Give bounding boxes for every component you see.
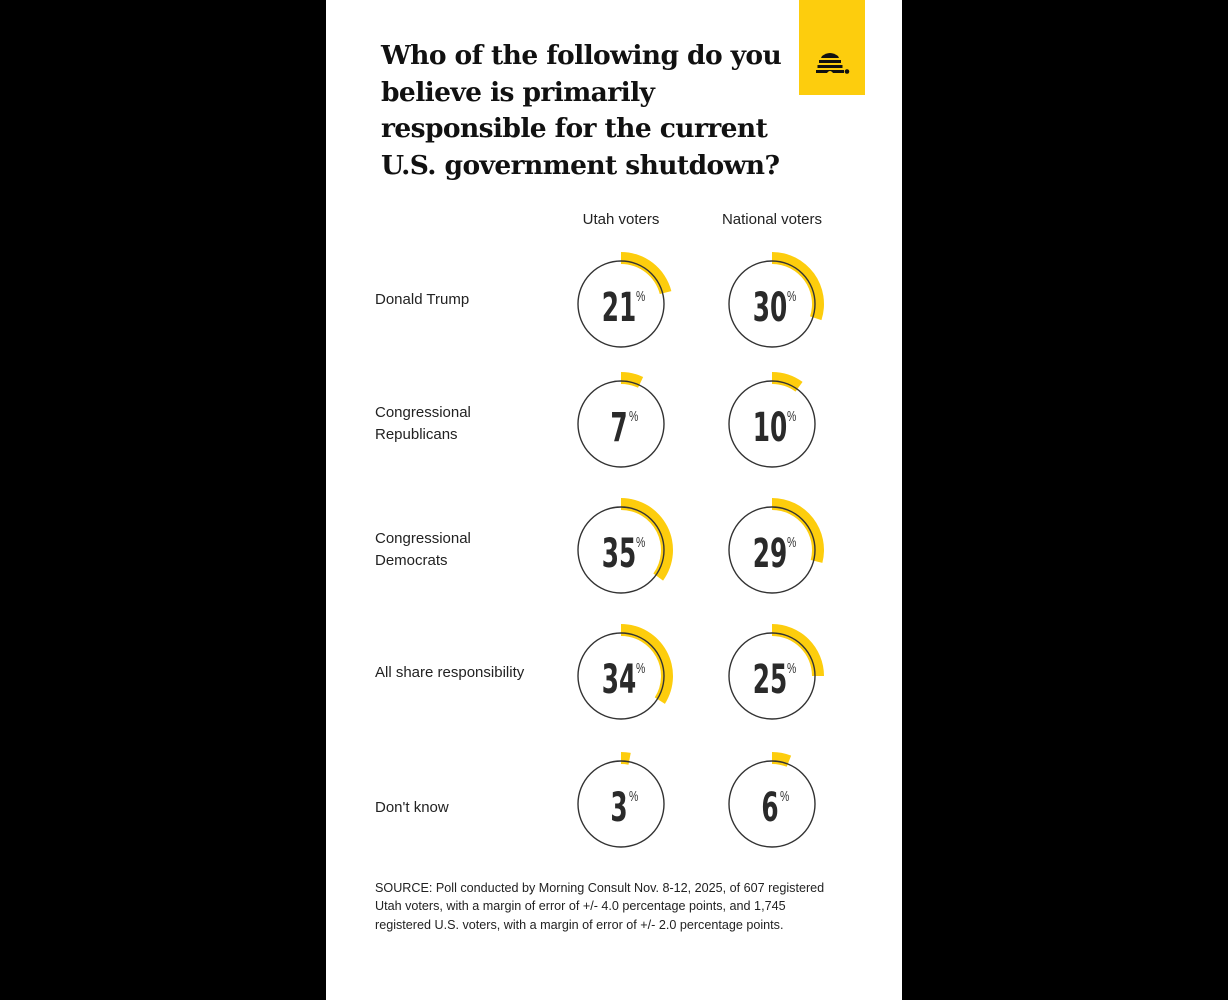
column-header-national: National voters — [721, 211, 823, 228]
ring-outline — [728, 506, 816, 594]
percent-sign: % — [787, 533, 797, 550]
row-label-congressional-republicans: Congressional Republicans — [375, 404, 471, 443]
ring-outline — [728, 260, 816, 348]
column-header-utah: Utah voters — [582, 211, 660, 228]
beehive-icon — [816, 53, 850, 74]
percent-sign: % — [787, 407, 797, 424]
progress-arc — [772, 624, 824, 676]
percent-value: 10 — [753, 404, 788, 451]
percent-value: 25 — [753, 656, 788, 703]
ring-outline — [728, 632, 816, 720]
row-label-congressional-democrats: Congressional Democrats — [375, 530, 471, 569]
percent-sign: % — [629, 787, 639, 804]
ring-utah: 35% — [577, 498, 673, 594]
progress-arc — [621, 624, 673, 704]
progress-arc — [772, 498, 824, 563]
ring-outline — [577, 260, 665, 348]
ring-outline — [728, 380, 816, 468]
percent-sign: % — [636, 659, 646, 676]
chart-title: Who of the following do you believe is p… — [381, 40, 782, 181]
progress-arc — [772, 372, 803, 392]
percent-sign: % — [787, 659, 797, 676]
ring-outline — [577, 506, 665, 594]
ring-outline — [728, 760, 816, 848]
percent-sign: % — [636, 287, 646, 304]
percent-value: 30 — [753, 284, 788, 331]
percent-value: 7 — [610, 404, 627, 451]
ring-national: 10% — [728, 372, 816, 468]
percent-value: 34 — [602, 656, 637, 703]
progress-arc — [621, 498, 673, 581]
ring-utah: 7% — [577, 372, 665, 468]
percent-value: 29 — [753, 530, 788, 577]
progress-arc — [621, 752, 631, 765]
percent-sign: % — [636, 533, 646, 550]
ring-national: 29% — [728, 498, 824, 594]
percent-sign: % — [787, 287, 797, 304]
percent-value: 35 — [602, 530, 637, 577]
ring-utah: 21% — [577, 252, 672, 348]
source-note: SOURCE: Poll conducted by Morning Consul… — [375, 881, 825, 932]
infographic-card: Who of the following do you believe is p… — [326, 0, 902, 1000]
ring-utah: 34% — [577, 624, 673, 720]
percent-value: 6 — [761, 784, 778, 831]
progress-arc — [772, 252, 824, 321]
ring-outline — [577, 760, 665, 848]
row-label-donald-trump: Donald Trump — [375, 291, 470, 308]
percent-value: 3 — [610, 784, 627, 831]
radial-progress-chart: 21% 30 %7% 10 %35% 29 %34% 25 %3% 6% — [577, 252, 824, 848]
percent-value: 21 — [602, 284, 637, 331]
ring-outline — [577, 632, 665, 720]
percent-sign: % — [780, 787, 790, 804]
ring-national: 25% — [728, 624, 824, 720]
ring-national: 6% — [728, 752, 816, 848]
row-label-dont-know: Don't know — [375, 799, 449, 816]
ring-national: 30% — [728, 252, 824, 348]
ring-outline — [577, 380, 665, 468]
logo-badge — [799, 0, 865, 95]
row-label-all-share: All share responsibility — [375, 664, 525, 681]
ring-utah: 3% — [577, 752, 665, 848]
percent-sign: % — [629, 407, 639, 424]
